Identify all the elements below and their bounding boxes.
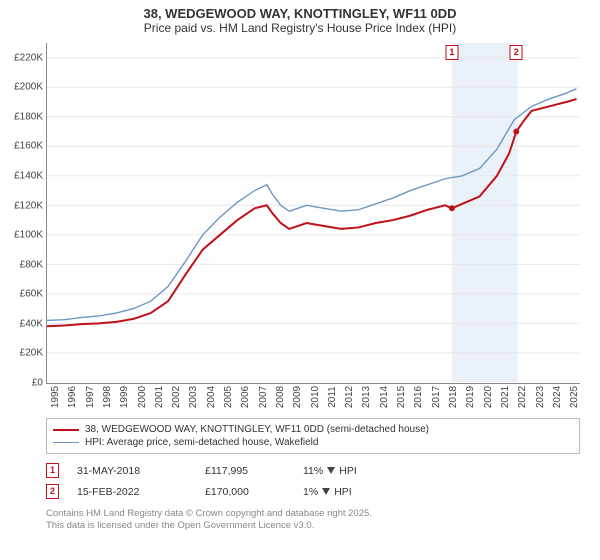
x-tick-label: 2017 bbox=[428, 386, 442, 408]
y-tick-label: £100K bbox=[14, 230, 47, 241]
footer: Contains HM Land Registry data © Crown c… bbox=[46, 508, 580, 533]
x-tick-label: 2005 bbox=[220, 386, 234, 408]
x-tick-label: 2025 bbox=[566, 386, 580, 408]
footer-line-2: This data is licensed under the Open Gov… bbox=[46, 520, 580, 532]
x-tick-label: 2018 bbox=[445, 386, 459, 408]
y-tick-label: £160K bbox=[14, 141, 47, 152]
x-tick-label: 2013 bbox=[358, 386, 372, 408]
x-tick-label: 1997 bbox=[82, 386, 96, 408]
y-tick-label: £120K bbox=[14, 200, 47, 211]
x-tick-label: 2011 bbox=[324, 386, 338, 408]
y-tick-label: £20K bbox=[20, 348, 47, 359]
y-tick-label: £200K bbox=[14, 82, 47, 93]
x-tick-label: 2021 bbox=[497, 386, 511, 408]
legend-swatch bbox=[53, 429, 79, 431]
x-tick-label: 2008 bbox=[272, 386, 286, 408]
x-tick-label: 2002 bbox=[168, 386, 182, 408]
x-tick-label: 1996 bbox=[64, 386, 78, 408]
sale-diff: 11% HPI bbox=[303, 465, 393, 477]
x-tick-label: 1999 bbox=[116, 386, 130, 408]
x-tick-label: 1995 bbox=[47, 386, 61, 408]
chart-marker: 2 bbox=[510, 45, 523, 60]
sales-table: 1 31-MAY-2018 £117,995 11% HPI 2 15-FEB-2022 £… bbox=[46, 460, 580, 502]
x-tick-label: 2003 bbox=[185, 386, 199, 408]
x-tick-label: 2010 bbox=[307, 386, 321, 408]
chart-area: £0£20K£40K£60K£80K£100K£120K£140K£160K£1… bbox=[46, 43, 580, 384]
y-tick-label: £0 bbox=[32, 378, 47, 389]
chart-title-sub: Price paid vs. HM Land Registry's House … bbox=[0, 21, 600, 35]
sale-row: 2 15-FEB-2022 £170,000 1% HPI bbox=[46, 481, 580, 502]
x-tick-label: 2009 bbox=[289, 386, 303, 408]
sale-price: £117,995 bbox=[205, 465, 285, 477]
plot-svg bbox=[47, 43, 580, 382]
x-tick-label: 2024 bbox=[549, 386, 563, 408]
y-tick-label: £80K bbox=[20, 259, 47, 270]
sale-row: 1 31-MAY-2018 £117,995 11% HPI bbox=[46, 460, 580, 481]
sale-price: £170,000 bbox=[205, 486, 285, 498]
legend-label: HPI: Average price, semi-detached house,… bbox=[85, 437, 318, 448]
x-tick-label: 2001 bbox=[151, 386, 165, 408]
legend-row: 38, WEDGEWOOD WAY, KNOTTINGLEY, WF11 0DD… bbox=[53, 423, 573, 436]
x-tick-label: 2014 bbox=[376, 386, 390, 408]
footer-line-1: Contains HM Land Registry data © Crown c… bbox=[46, 508, 580, 520]
sale-marker: 2 bbox=[46, 484, 59, 499]
legend-label: 38, WEDGEWOOD WAY, KNOTTINGLEY, WF11 0DD… bbox=[85, 424, 429, 435]
x-tick-label: 2004 bbox=[203, 386, 217, 408]
sale-marker: 1 bbox=[46, 463, 59, 478]
arrow-down-icon bbox=[327, 467, 335, 474]
y-tick-label: £60K bbox=[20, 289, 47, 300]
legend-row: HPI: Average price, semi-detached house,… bbox=[53, 436, 573, 449]
sale-date: 15-FEB-2022 bbox=[77, 486, 187, 498]
y-tick-label: £40K bbox=[20, 318, 47, 329]
arrow-down-icon bbox=[322, 488, 330, 495]
x-tick-label: 2016 bbox=[410, 386, 424, 408]
y-tick-label: £180K bbox=[14, 111, 47, 122]
chart-marker: 1 bbox=[445, 45, 458, 60]
y-tick-label: £220K bbox=[14, 52, 47, 63]
legend-swatch bbox=[53, 442, 79, 443]
x-tick-label: 2020 bbox=[480, 386, 494, 408]
x-tick-label: 2019 bbox=[462, 386, 476, 408]
x-tick-label: 2000 bbox=[134, 386, 148, 408]
y-tick-label: £140K bbox=[14, 171, 47, 182]
x-tick-label: 1998 bbox=[99, 386, 113, 408]
x-tick-label: 2015 bbox=[393, 386, 407, 408]
sale-date: 31-MAY-2018 bbox=[77, 465, 187, 477]
legend: 38, WEDGEWOOD WAY, KNOTTINGLEY, WF11 0DD… bbox=[46, 418, 580, 454]
x-tick-label: 2012 bbox=[341, 386, 355, 408]
x-tick-label: 2022 bbox=[514, 386, 528, 408]
x-tick-label: 2006 bbox=[237, 386, 251, 408]
chart-title-block: 38, WEDGEWOOD WAY, KNOTTINGLEY, WF11 0DD… bbox=[0, 0, 600, 39]
chart-title-main: 38, WEDGEWOOD WAY, KNOTTINGLEY, WF11 0DD bbox=[0, 6, 600, 21]
x-tick-label: 2023 bbox=[532, 386, 546, 408]
sale-diff: 1% HPI bbox=[303, 486, 393, 498]
x-tick-label: 2007 bbox=[255, 386, 269, 408]
